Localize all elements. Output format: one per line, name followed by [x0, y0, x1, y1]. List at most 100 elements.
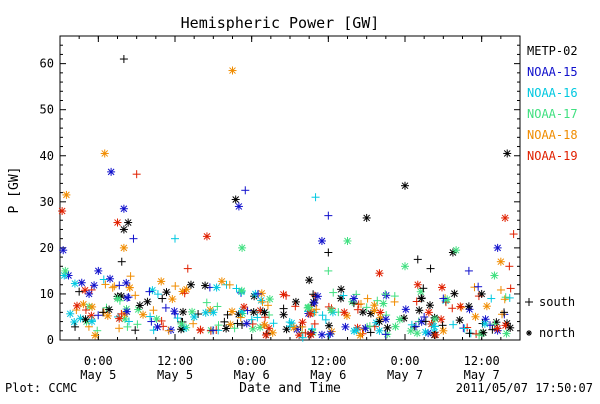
star-d2 [299, 318, 306, 326]
star-d2 [120, 205, 128, 213]
data-point-south [153, 290, 162, 299]
star-d2 [187, 281, 195, 289]
data-point-north [317, 236, 326, 245]
star-d2 [66, 310, 74, 318]
data-point-south [308, 324, 317, 333]
data-point-south [324, 266, 333, 275]
data-point-south [108, 283, 117, 292]
legend-entry: NOAA-17 [527, 107, 578, 121]
data-point-north [168, 295, 177, 304]
star-d2 [377, 314, 384, 322]
star-d2 [261, 321, 269, 329]
star-d2 [422, 328, 429, 336]
star-d2 [456, 303, 464, 310]
star-d2 [78, 279, 86, 287]
data-point-north [143, 297, 152, 306]
star-d2 [144, 298, 151, 306]
data-point-south [488, 325, 497, 334]
data-point-north [87, 317, 96, 326]
data-point-south [71, 322, 80, 331]
data-point-south [225, 280, 234, 289]
data-point-south [124, 317, 133, 326]
legend-entry: METP-02 [527, 44, 578, 58]
star-d2 [258, 289, 266, 297]
x-tick-label-date: May 7 [464, 368, 500, 382]
data-point-north [217, 277, 226, 286]
data-point-north [349, 294, 358, 303]
star-d2 [452, 246, 460, 254]
star-d2 [401, 182, 409, 190]
data-point-north [261, 331, 270, 340]
data-point-south [356, 299, 365, 308]
data-point-north [450, 289, 459, 298]
data-point-north [119, 243, 128, 252]
star-d2 [249, 325, 257, 333]
star-d2 [80, 300, 87, 308]
star-d2 [491, 272, 498, 279]
data-point-south [146, 312, 155, 321]
star-d2 [377, 309, 384, 316]
star-d2 [451, 290, 458, 297]
data-point-south [291, 302, 300, 311]
data-point-north [177, 325, 186, 334]
star-d2 [222, 325, 230, 332]
data-point-north [115, 314, 124, 323]
x-tick-label-time: 12:00 [464, 354, 500, 368]
star-d2 [88, 318, 96, 325]
data-point-north [125, 283, 134, 292]
star-d2 [380, 300, 387, 307]
data-point-south [381, 330, 390, 339]
star-d2 [359, 308, 367, 316]
data-point-north [395, 315, 404, 324]
data-point-south [324, 211, 333, 220]
data-point-north [306, 330, 315, 339]
data-point-north [123, 293, 132, 302]
data-point-north [106, 274, 115, 283]
data-point-south [505, 293, 514, 302]
data-point-north [162, 288, 171, 297]
data-point-south [171, 282, 180, 291]
star-d2 [197, 326, 204, 334]
star-d2 [327, 306, 335, 314]
data-point-north [313, 292, 322, 301]
data-point-north [413, 329, 422, 338]
data-point-south [99, 275, 108, 284]
star-d2 [71, 280, 79, 287]
star-d2 [206, 306, 214, 314]
data-point-south [460, 324, 469, 333]
star-d2 [232, 196, 240, 203]
star-d2 [139, 311, 147, 319]
data-point-south [214, 321, 223, 330]
data-point-north [298, 318, 307, 327]
data-point-south [124, 293, 133, 302]
data-point-north [178, 287, 187, 296]
data-point-north [456, 302, 465, 311]
star-d2 [60, 272, 68, 279]
star-d2 [384, 324, 391, 332]
star-d2 [114, 295, 121, 302]
data-point-south [339, 291, 348, 300]
star-d2 [228, 308, 236, 315]
star-d2 [122, 279, 130, 287]
data-point-north [103, 311, 112, 320]
star-d2 [425, 309, 433, 316]
star-d2 [85, 290, 93, 298]
star-d2 [314, 292, 322, 300]
data-point-north [234, 202, 243, 211]
y-ticks: 0 10 20 30 40 50 60 [40, 35, 520, 347]
data-point-south [94, 311, 103, 320]
data-point-south [465, 329, 474, 338]
data-point-south [180, 289, 189, 298]
legend-entry: NOAA-16 [527, 86, 578, 100]
y-tick-label: 0 [47, 333, 54, 347]
data-point-north [77, 278, 86, 287]
data-point-north [228, 66, 237, 75]
data-point-south [72, 306, 81, 315]
data-point-north [186, 280, 195, 289]
x-tick-label-time: 0:00 [391, 354, 420, 368]
data-point-north [421, 328, 430, 337]
star-d2 [483, 302, 491, 310]
data-point-north [139, 310, 148, 319]
star-d2 [503, 330, 510, 337]
